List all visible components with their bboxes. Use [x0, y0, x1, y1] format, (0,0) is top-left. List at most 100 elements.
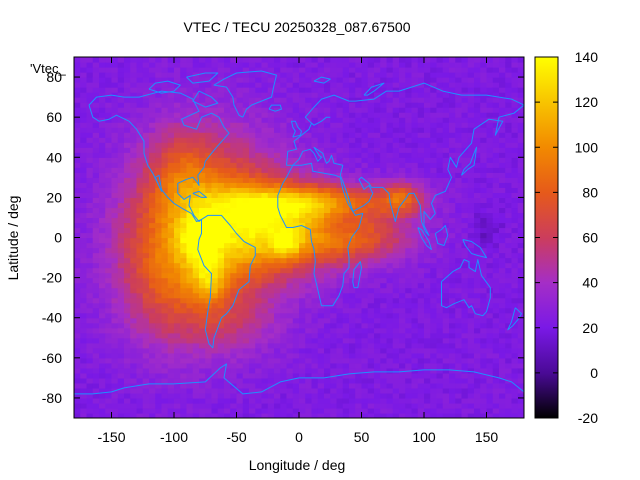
- heatmap-cell: [430, 357, 438, 364]
- heatmap-cell: [474, 317, 481, 324]
- heatmap-cell: [474, 62, 481, 68]
- heatmap-cell: [230, 282, 238, 289]
- heatmap-cell: [174, 312, 181, 319]
- heatmap-cell: [436, 232, 444, 239]
- heatmap-cell: [405, 217, 413, 224]
- heatmap-cell: [192, 262, 200, 269]
- heatmap-cell: [455, 312, 463, 319]
- heatmap-cell: [492, 342, 500, 349]
- heatmap-cell: [74, 387, 81, 394]
- heatmap-cell: [192, 122, 200, 128]
- heatmap-cell: [136, 232, 144, 239]
- heatmap-cell: [442, 372, 450, 379]
- heatmap-cell: [361, 182, 369, 188]
- heatmap-cell: [117, 302, 125, 309]
- heatmap-cell: [74, 102, 81, 108]
- heatmap-cell: [224, 262, 231, 269]
- heatmap-cell: [149, 307, 156, 314]
- heatmap-cell: [142, 392, 150, 399]
- heatmap-cell: [292, 97, 300, 103]
- heatmap-cell: [361, 217, 369, 224]
- heatmap-cell: [167, 407, 175, 414]
- heatmap-cell: [461, 107, 469, 113]
- heatmap-cell: [299, 402, 306, 409]
- heatmap-cell: [355, 337, 363, 344]
- heatmap-cell: [305, 292, 313, 299]
- heatmap-cell: [349, 412, 356, 418]
- heatmap-cell: [174, 367, 181, 374]
- heatmap-cell: [361, 357, 369, 364]
- heatmap-cell: [136, 67, 144, 73]
- heatmap-cell: [117, 217, 125, 224]
- heatmap-cell: [180, 327, 188, 334]
- heatmap-cell: [230, 272, 238, 279]
- heatmap-cell: [261, 252, 269, 259]
- heatmap-cell: [442, 157, 450, 163]
- heatmap-cell: [149, 212, 156, 219]
- heatmap-cell: [436, 132, 444, 138]
- heatmap-cell: [399, 347, 406, 354]
- heatmap-cell: [392, 382, 400, 389]
- heatmap-cell: [436, 242, 444, 249]
- heatmap-cell: [361, 232, 369, 239]
- heatmap-cell: [330, 82, 338, 88]
- heatmap-cell: [111, 347, 119, 354]
- heatmap-cell: [474, 327, 481, 334]
- heatmap-cell: [330, 267, 338, 274]
- heatmap-cell: [380, 112, 388, 118]
- heatmap-cell: [80, 172, 88, 178]
- heatmap-cell: [405, 332, 413, 339]
- heatmap-cell: [161, 287, 169, 294]
- heatmap-cell: [99, 67, 106, 73]
- heatmap-cell: [155, 392, 163, 399]
- heatmap-cell: [355, 322, 363, 329]
- heatmap-cell: [355, 212, 363, 219]
- heatmap-cell: [111, 327, 119, 334]
- heatmap-cell: [367, 287, 375, 294]
- heatmap-cell: [149, 112, 156, 118]
- heatmap-cell: [255, 67, 263, 73]
- heatmap-cell: [280, 167, 288, 173]
- heatmap-cell: [317, 377, 325, 384]
- heatmap-cell: [424, 152, 431, 158]
- heatmap-cell: [442, 357, 450, 364]
- heatmap-cell: [292, 107, 300, 113]
- heatmap-cell: [424, 287, 431, 294]
- heatmap-cell: [186, 282, 194, 289]
- heatmap-cell: [380, 277, 388, 284]
- heatmap-cell: [105, 232, 113, 239]
- heatmap-cell: [336, 237, 344, 244]
- heatmap-cell: [280, 122, 288, 128]
- heatmap-cell: [92, 212, 100, 219]
- heatmap-cell: [80, 212, 88, 219]
- heatmap-cell: [192, 232, 200, 239]
- heatmap-cell: [411, 357, 419, 364]
- heatmap-cell: [261, 257, 269, 264]
- heatmap-cell: [399, 172, 406, 178]
- heatmap-cell: [374, 222, 381, 229]
- heatmap-cell: [342, 367, 350, 374]
- heatmap-cell: [317, 107, 325, 113]
- heatmap-cell: [317, 272, 325, 279]
- heatmap-cell: [380, 322, 388, 329]
- heatmap-cell: [267, 307, 275, 314]
- heatmap-cell: [92, 412, 100, 418]
- heatmap-cell: [274, 392, 281, 399]
- heatmap-cell: [261, 67, 269, 73]
- heatmap-cell: [205, 237, 213, 244]
- heatmap-cell: [205, 177, 213, 183]
- heatmap-cell: [399, 407, 406, 414]
- heatmap-cell: [417, 147, 425, 153]
- heatmap-cell: [99, 347, 106, 354]
- heatmap-cell: [405, 322, 413, 329]
- heatmap-cell: [492, 207, 500, 214]
- heatmap-cell: [499, 332, 506, 339]
- heatmap-cell: [199, 102, 206, 108]
- heatmap-cell: [130, 262, 138, 269]
- heatmap-cell: [174, 227, 181, 234]
- heatmap-cell: [492, 142, 500, 148]
- heatmap-cell: [230, 87, 238, 93]
- heatmap-cell: [142, 327, 150, 334]
- heatmap-cell: [499, 67, 506, 73]
- heatmap-cell: [505, 302, 513, 309]
